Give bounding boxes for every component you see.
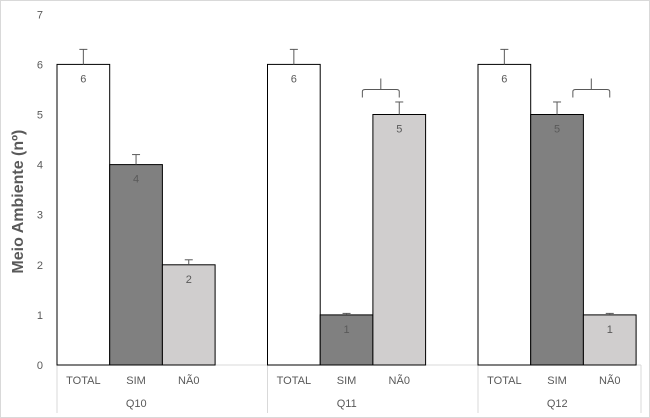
significance-bracket bbox=[361, 78, 400, 98]
bar-Q10-NÃ0 bbox=[161, 264, 216, 366]
data-label: 1 bbox=[343, 324, 349, 336]
group-label: Q11 bbox=[337, 398, 357, 410]
y-tick-label: 7 bbox=[37, 9, 43, 21]
category-label: TOTAL bbox=[66, 375, 100, 387]
y-tick-label: 0 bbox=[37, 360, 43, 372]
group-label: Q10 bbox=[126, 398, 147, 410]
y-tick-label: 5 bbox=[37, 110, 43, 122]
bar-Q12-TOTAL bbox=[477, 63, 532, 366]
category-label: SIM bbox=[126, 375, 146, 387]
data-label: 6 bbox=[291, 73, 297, 85]
bar-Q10-TOTAL bbox=[56, 63, 111, 366]
category-label: NÃ0 bbox=[599, 374, 620, 387]
significance-bracket bbox=[572, 78, 611, 98]
bar-Q11-SIM bbox=[319, 314, 374, 366]
bar-Q10-SIM bbox=[109, 164, 163, 366]
bar-Q11-TOTAL bbox=[267, 63, 321, 366]
category-label: TOTAL bbox=[277, 375, 311, 387]
group-label: Q12 bbox=[547, 398, 568, 410]
data-label: 1 bbox=[607, 324, 613, 336]
y-tick-label: 2 bbox=[37, 260, 43, 272]
data-label: 6 bbox=[80, 73, 86, 85]
bar-Q11-NÃ0 bbox=[372, 114, 427, 366]
y-tick-label: 3 bbox=[37, 210, 43, 222]
category-label: SIM bbox=[547, 375, 567, 387]
y-tick-label: 4 bbox=[37, 160, 43, 172]
y-tick-label: 6 bbox=[37, 59, 43, 71]
bar-Q12-NÃ0 bbox=[582, 314, 637, 366]
data-label: 5 bbox=[554, 124, 560, 136]
y-axis-title: Meio Ambiente (nº) bbox=[10, 130, 27, 274]
category-label: SIM bbox=[337, 375, 357, 387]
category-label: NÃ0 bbox=[389, 374, 410, 387]
data-label: 2 bbox=[186, 274, 192, 286]
bar-Q12-SIM bbox=[530, 114, 584, 366]
y-tick-label: 1 bbox=[37, 310, 43, 322]
data-label: 4 bbox=[133, 174, 139, 186]
category-label: NÃ0 bbox=[178, 374, 199, 387]
data-label: 6 bbox=[501, 73, 507, 85]
category-label: TOTAL bbox=[487, 375, 521, 387]
data-label: 5 bbox=[396, 124, 402, 136]
